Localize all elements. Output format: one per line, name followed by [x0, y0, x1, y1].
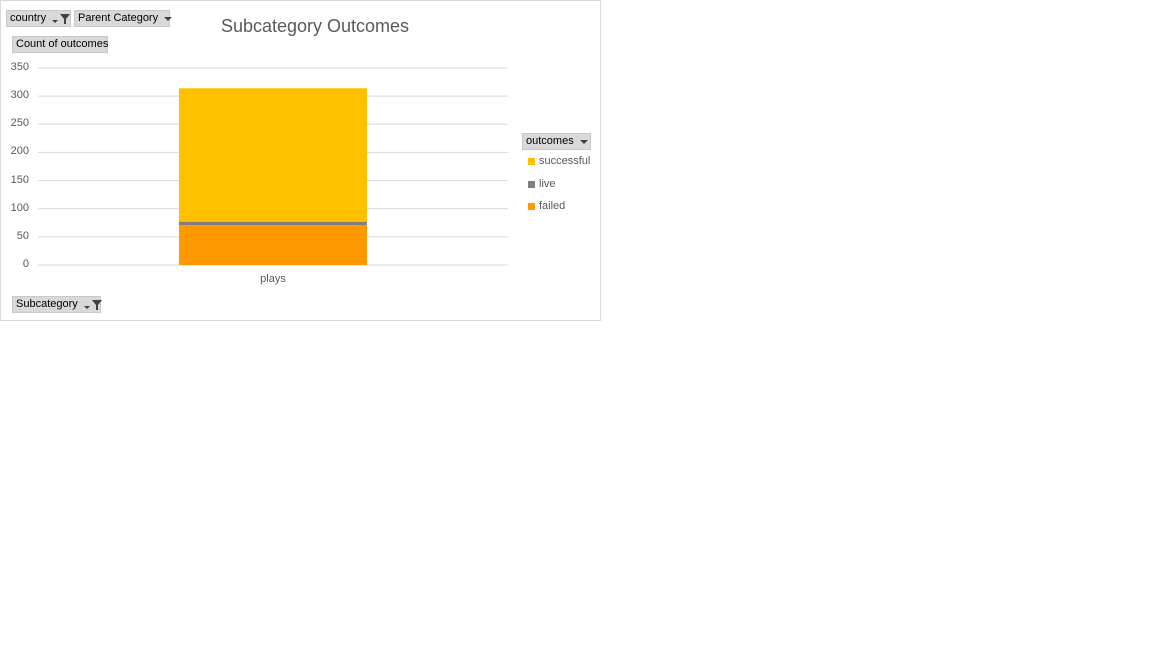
- y-tick-label: 50: [16, 229, 29, 242]
- legend-item-successful[interactable]: successful: [528, 155, 590, 167]
- y-tick-label: 100: [10, 201, 29, 214]
- filter-dropdown-icon: [51, 13, 71, 25]
- country-filter-label: country: [10, 12, 47, 24]
- chevron-down-icon: [163, 15, 173, 23]
- y-tick-label: 250: [10, 117, 29, 130]
- legend-item-failed[interactable]: failed: [528, 200, 565, 212]
- legend-swatch-successful: [528, 157, 535, 165]
- filter-dropdown-icon: [83, 299, 103, 311]
- outcomes-legend-field-label: outcomes: [526, 135, 574, 147]
- legend-swatch-failed: [528, 202, 535, 210]
- values-field-button[interactable]: Count of outcomes: [12, 36, 108, 53]
- parent-category-filter-button[interactable]: Parent Category: [74, 10, 173, 27]
- subcategory-filter-button[interactable]: Subcategory: [12, 296, 103, 313]
- legend-swatch-live: [528, 180, 535, 188]
- legend-label-live: live: [539, 178, 556, 190]
- x-category-label: plays: [260, 273, 286, 285]
- y-tick-label: 0: [22, 258, 29, 270]
- outcomes-legend-field-button[interactable]: outcomes: [522, 133, 591, 150]
- parent-category-filter-label: Parent Category: [78, 12, 159, 24]
- subcategory-filter-label: Subcategory: [16, 298, 78, 310]
- bar-segment-live[interactable]: [179, 221, 367, 226]
- y-tick-label: 300: [10, 89, 29, 102]
- country-filter-button[interactable]: country: [6, 10, 71, 27]
- y-tick-label: 200: [10, 145, 29, 158]
- chart-area[interactable]: country Parent Category Count of outcome…: [0, 0, 601, 321]
- legend-label-successful: successful: [539, 155, 591, 167]
- bar-segment-successful[interactable]: [179, 88, 367, 222]
- legend-item-live[interactable]: live: [528, 178, 556, 190]
- y-tick-label: 150: [10, 173, 29, 186]
- chart-title: Subcategory Outcomes: [220, 16, 410, 36]
- plot-area: [38, 67, 508, 266]
- bar-segment-failed[interactable]: [179, 225, 367, 265]
- legend-label-failed: failed: [539, 200, 566, 212]
- chevron-down-icon: [579, 138, 589, 146]
- values-field-label: Count of outcomes: [16, 38, 109, 50]
- y-tick-label: 350: [10, 61, 29, 73]
